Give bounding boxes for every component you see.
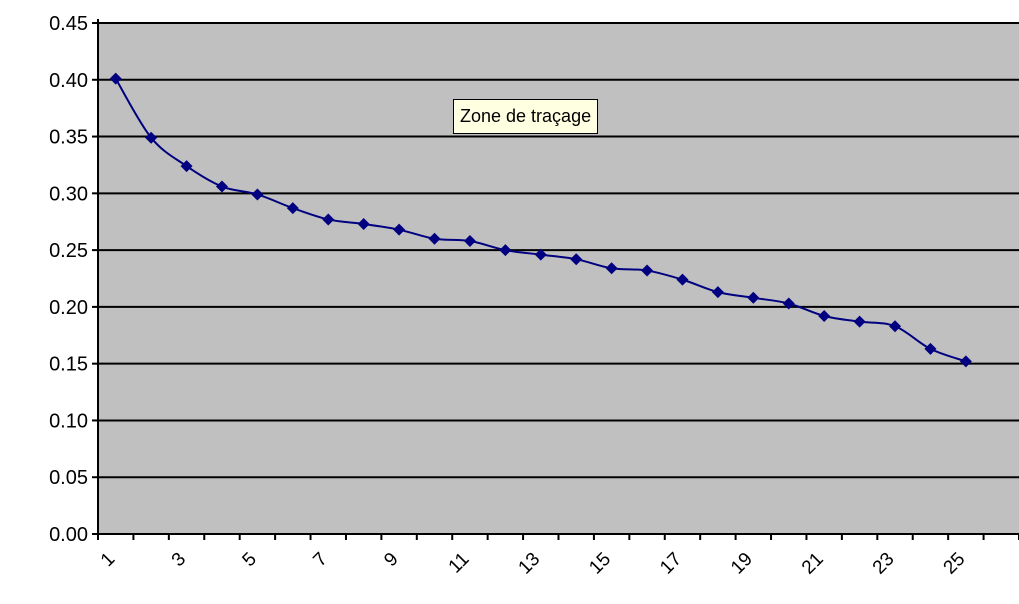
x-tick-label: 9 (380, 549, 402, 571)
y-tick-label: 0.20 (49, 297, 88, 319)
data-point-marker[interactable] (924, 342, 937, 355)
y-tick-label: 0.30 (49, 183, 88, 205)
x-tick-label: 7 (309, 549, 331, 571)
y-tick-label: 0.15 (49, 354, 88, 376)
axes (92, 19, 1019, 540)
x-tick-label: 17 (656, 549, 686, 579)
plot-area-tooltip: Zone de traçage (453, 99, 599, 134)
y-tick-label: 0.35 (49, 127, 88, 149)
data-point-marker[interactable] (959, 355, 972, 368)
data-point-marker[interactable] (782, 297, 795, 310)
x-tick-label: 1 (97, 549, 119, 571)
y-tick-label: 0.25 (49, 240, 88, 262)
data-point-marker[interactable] (145, 131, 158, 144)
x-tick-label: 23 (869, 549, 899, 579)
data-point-marker[interactable] (747, 291, 760, 304)
data-point-marker[interactable] (322, 213, 335, 226)
y-tick-label: 0.10 (49, 410, 88, 432)
data-point-marker[interactable] (463, 235, 476, 248)
data-point-marker[interactable] (676, 273, 689, 286)
y-axis-tick-labels: 0.00 0.05 0.10 0.15 0.20 0.25 0.30 0.35 0.40 0.45 (49, 13, 88, 546)
x-tick-label: 21 (798, 549, 828, 579)
data-point-marker[interactable] (180, 160, 193, 173)
data-point-marker[interactable] (534, 248, 547, 261)
data-point-marker[interactable] (605, 262, 618, 275)
series-group (109, 72, 972, 368)
x-axis-tick-labels: 1 3 5 7 9 11 13 15 17 19 21 23 25 (97, 549, 969, 579)
data-point-marker[interactable] (428, 232, 441, 245)
y-tick-label: 0.45 (49, 13, 88, 35)
data-point-marker[interactable] (818, 309, 831, 322)
x-tick-label: 19 (727, 549, 757, 579)
data-point-marker[interactable] (853, 315, 866, 328)
data-point-marker[interactable] (889, 320, 902, 333)
data-point-marker[interactable] (251, 188, 264, 201)
x-tick-label: 13 (515, 549, 545, 579)
data-point-marker[interactable] (570, 253, 583, 266)
y-tick-label: 0.00 (49, 524, 88, 546)
data-point-marker[interactable] (215, 180, 228, 193)
data-point-marker[interactable] (711, 286, 724, 299)
y-tick-label: 0.05 (49, 467, 88, 489)
data-point-marker[interactable] (641, 264, 654, 277)
data-point-marker[interactable] (357, 217, 370, 230)
data-point-marker[interactable] (393, 223, 406, 236)
x-tick-label: 25 (940, 549, 970, 579)
x-tick-label: 5 (239, 549, 261, 571)
x-tick-label: 15 (585, 549, 615, 579)
data-point-marker[interactable] (109, 72, 122, 85)
data-point-marker[interactable] (286, 202, 299, 215)
gridlines (98, 22, 1019, 479)
y-tick-label: 0.40 (49, 70, 88, 92)
data-point-marker[interactable] (499, 244, 512, 257)
x-tick-label: 11 (445, 549, 474, 578)
x-tick-label: 3 (168, 549, 190, 571)
